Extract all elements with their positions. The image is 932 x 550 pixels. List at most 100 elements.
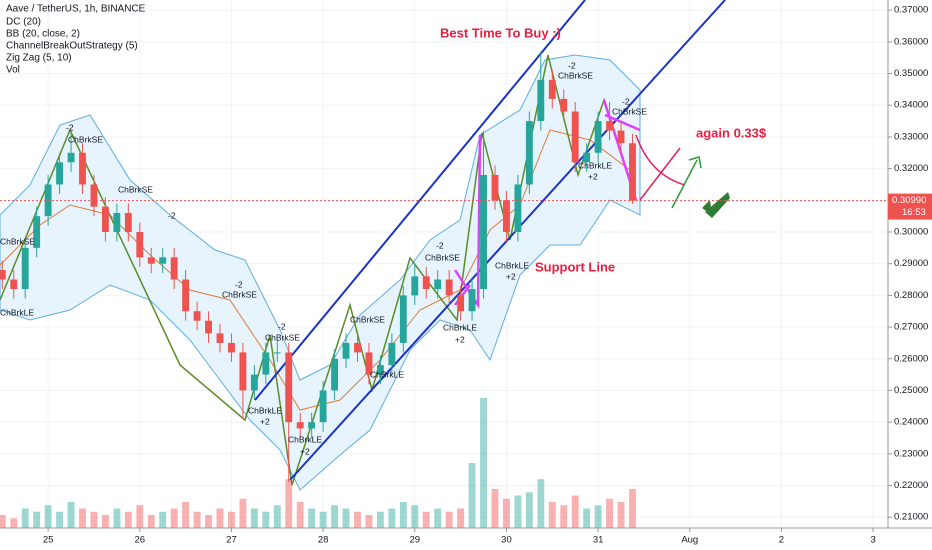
volume-bar xyxy=(342,508,350,528)
candle-body xyxy=(468,289,476,312)
signal-label: ChBrkLE xyxy=(248,405,282,415)
candle-body xyxy=(491,174,499,201)
y-tick-label: 0.35000 xyxy=(894,68,928,79)
y-tick-label: 0.27000 xyxy=(894,322,928,333)
candle-body xyxy=(159,257,167,264)
volume-bar xyxy=(0,515,6,528)
candle-body xyxy=(537,79,545,122)
annotation: Support Line xyxy=(535,259,615,274)
volume-bar xyxy=(319,511,327,528)
last-price-label: 0.30990 xyxy=(892,195,926,206)
volume-bar xyxy=(262,511,270,528)
y-tick-label: 0.29000 xyxy=(894,258,928,269)
y-tick-label: 0.37000 xyxy=(894,5,928,16)
volume-bar xyxy=(480,398,487,528)
x-tick-label: 26 xyxy=(134,535,145,546)
candle-body xyxy=(503,200,510,232)
y-tick-label: 0.28000 xyxy=(894,290,928,301)
signal-label: ChBrkSE xyxy=(222,289,257,299)
volume-bar xyxy=(308,508,316,528)
volume-bar xyxy=(296,502,304,528)
candle-body xyxy=(124,212,132,232)
volume-bar xyxy=(56,511,64,528)
signal-qty: -2 xyxy=(436,240,444,250)
volume-bar xyxy=(503,498,510,528)
y-tick-label: 0.33000 xyxy=(894,131,928,142)
x-tick-label: 25 xyxy=(43,535,54,546)
candle-body xyxy=(193,311,201,321)
y-tick-label: 0.23000 xyxy=(894,448,928,459)
signal-label: ChBrkLE xyxy=(578,160,612,170)
candle-body xyxy=(388,342,396,366)
candle-body xyxy=(216,333,224,343)
magenta-drawing xyxy=(453,99,641,310)
candle-body xyxy=(365,352,373,375)
volume-bar xyxy=(514,495,522,528)
candle-body xyxy=(228,342,235,353)
candle-body xyxy=(514,184,522,232)
volume-bar xyxy=(365,515,373,528)
signal-label: ChBrkSE xyxy=(265,332,300,342)
x-tick-label: 29 xyxy=(409,535,420,546)
trendline-support xyxy=(289,0,726,481)
volume-bar xyxy=(491,489,499,528)
candle-body xyxy=(79,152,86,185)
signal-qty: +2 xyxy=(455,334,465,344)
volume-bar xyxy=(216,508,224,528)
legend-header: Aave / TetherUS, 1h, BINANCE DC (20) BB … xyxy=(6,4,146,76)
signal-label: ChBrkSE xyxy=(350,314,385,324)
volume-bar xyxy=(79,508,86,528)
candle-body xyxy=(571,111,579,163)
candle-body xyxy=(182,279,190,312)
signal-qty: +2 xyxy=(506,271,516,281)
candle-body xyxy=(525,121,533,185)
volume-bar xyxy=(594,505,602,528)
signal-label: ChBrkSE xyxy=(0,236,35,246)
x-tick-label: 27 xyxy=(226,535,237,546)
volume-bar xyxy=(44,505,52,528)
volume-bar xyxy=(388,508,396,528)
candle-body xyxy=(331,358,339,391)
volume-bar xyxy=(617,502,625,528)
strategy-signals: ChBrkSE ChBrkSE ChBrkSE ChBrkSE ChBrkSE … xyxy=(0,60,647,456)
zigzag xyxy=(0,54,637,486)
volume-bar xyxy=(560,505,568,528)
volume-bar xyxy=(571,495,579,528)
candle-body xyxy=(136,231,144,258)
signal-qty: -2 xyxy=(568,60,576,70)
volume-bar xyxy=(525,492,533,528)
volume-bar xyxy=(354,511,361,528)
candle-body xyxy=(56,162,64,185)
annotation: again 0.33$ xyxy=(696,125,767,140)
candle-body xyxy=(548,79,556,99)
volume-bar xyxy=(583,508,591,528)
signal-label: ChBrkLE xyxy=(370,369,404,379)
header-line: Vol xyxy=(6,65,20,76)
header-line: Zig Zag (5, 10) xyxy=(6,53,72,64)
volume-bar xyxy=(90,511,98,528)
signal-label: ChBrkSE xyxy=(558,70,593,80)
trendline-upper xyxy=(254,0,586,401)
candle-body xyxy=(583,152,591,163)
candle-body xyxy=(113,212,121,232)
marks xyxy=(0,51,888,528)
volume-bar xyxy=(10,518,18,528)
candle-body xyxy=(273,352,281,354)
header-line: DC (20) xyxy=(6,17,41,28)
y-tick-label: 0.30000 xyxy=(894,227,928,238)
candle-body xyxy=(617,130,625,144)
volume-bar xyxy=(101,515,109,528)
volume-bar xyxy=(399,502,407,528)
candle-body xyxy=(147,257,155,264)
signal-label: ChBrkLE xyxy=(495,260,529,270)
candle-body xyxy=(560,98,568,112)
signal-qty: -2 xyxy=(622,96,630,106)
signal-label: ChBrkSE xyxy=(118,184,153,194)
signal-label: ChBrkSE xyxy=(612,106,647,116)
volume-bar xyxy=(273,505,281,528)
candle-body xyxy=(250,374,258,391)
x-tick-label: 31 xyxy=(593,535,604,546)
candle-body xyxy=(262,352,270,375)
candle-body xyxy=(285,352,293,423)
